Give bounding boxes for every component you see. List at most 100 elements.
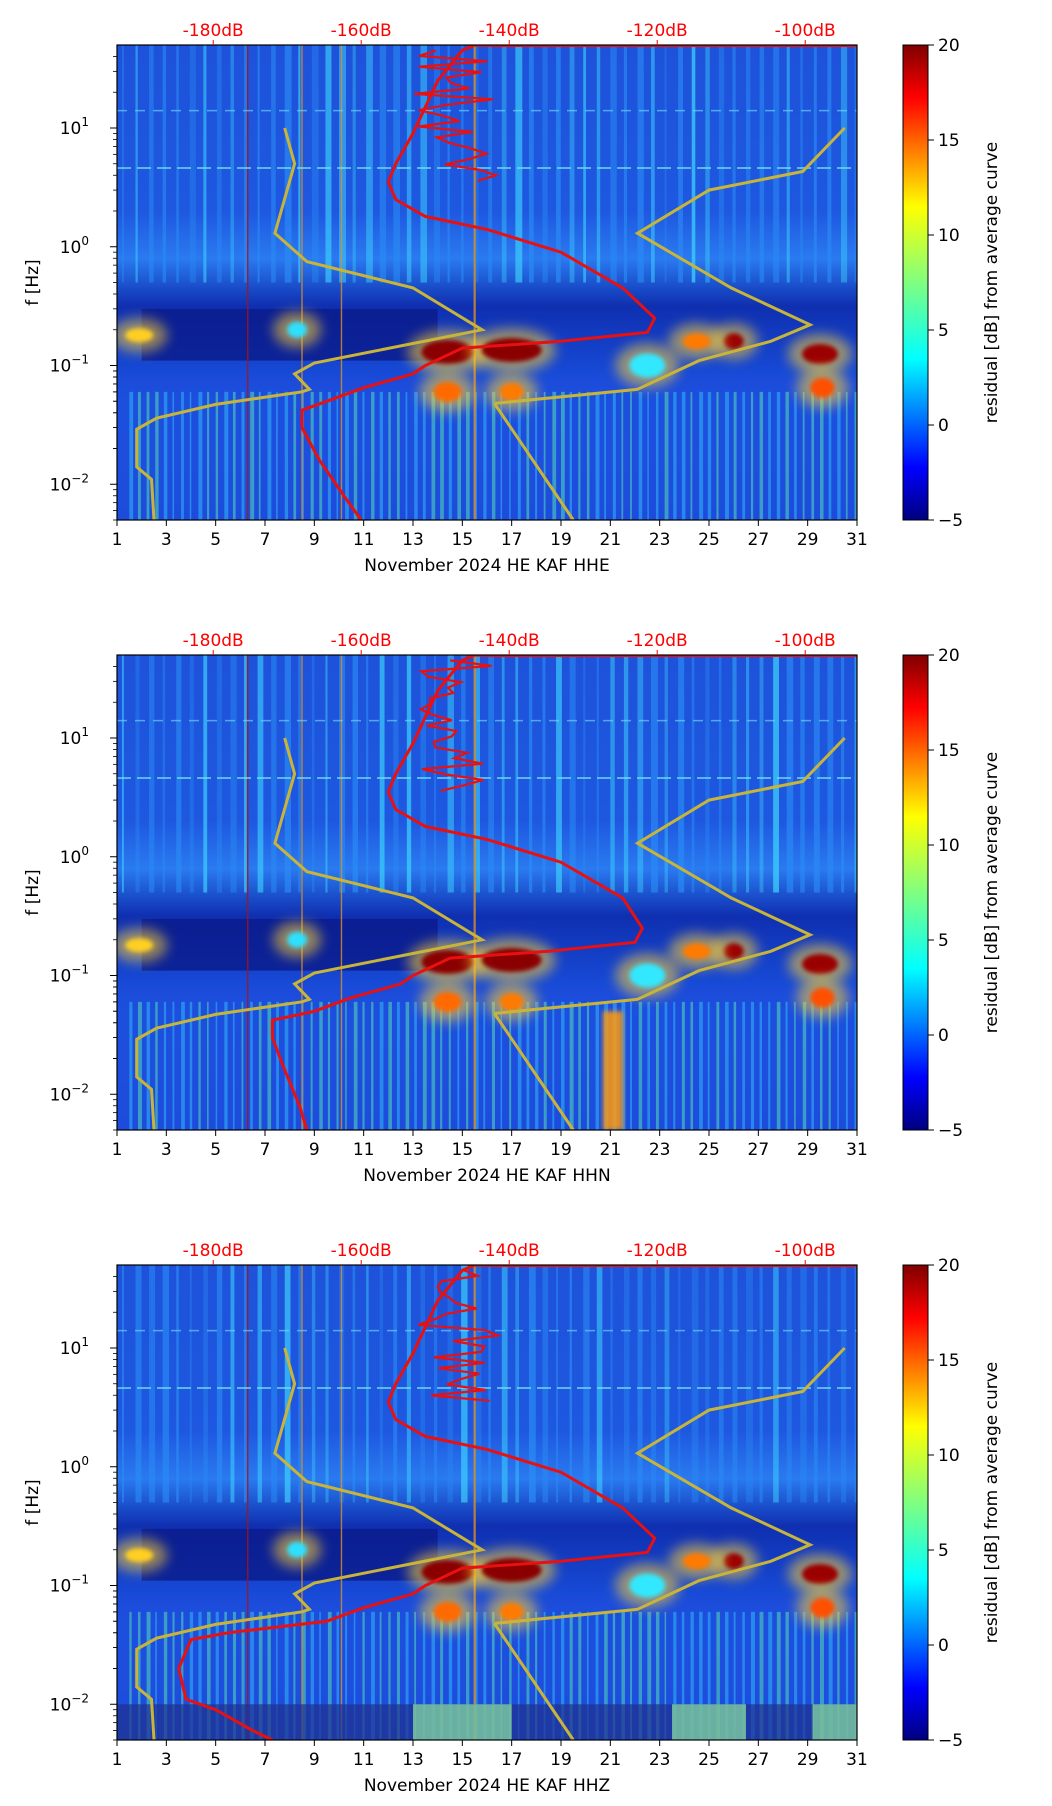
low-frequency-streak <box>638 1001 643 1130</box>
noise-streak <box>325 1265 329 1503</box>
x-tick-label: 9 <box>309 1140 320 1160</box>
low-frequency-streak <box>276 1611 278 1740</box>
x-tick-label: 15 <box>452 1140 474 1160</box>
low-frequency-streak <box>302 1611 306 1740</box>
noise-streak <box>691 655 695 893</box>
low-frequency-streak <box>146 1001 150 1130</box>
noise-streak <box>610 1265 613 1503</box>
colorbar-tick-label: 20 <box>938 1256 960 1276</box>
low-frequency-streak <box>837 1001 839 1130</box>
noise-streak <box>759 1265 763 1503</box>
low-frequency-streak <box>586 1611 589 1740</box>
noise-streak <box>474 45 479 283</box>
colorbar-tick-label: 10 <box>938 836 960 856</box>
low-frequency-streak <box>707 1001 710 1130</box>
noise-streak <box>515 655 519 893</box>
low-frequency-streak <box>621 1611 625 1740</box>
low-frequency-streak <box>431 1611 436 1740</box>
low-frequency-streak <box>586 1001 590 1130</box>
noise-streak <box>488 655 495 893</box>
low-frequency-streak <box>552 391 557 520</box>
noise-streak <box>759 45 765 283</box>
x-tick-label: 3 <box>161 1140 172 1160</box>
low-frequency-streak <box>155 1001 158 1130</box>
noise-streak <box>501 45 507 283</box>
noise-streak <box>800 45 803 283</box>
microseism-blob <box>723 1553 744 1570</box>
low-frequency-streak <box>768 1611 773 1740</box>
low-frequency-streak <box>414 1001 417 1130</box>
microseism-blob <box>682 943 711 960</box>
noise-streak <box>149 1265 156 1503</box>
low-frequency-streak <box>491 1001 496 1130</box>
noise-streak <box>149 655 155 893</box>
low-frequency-streak <box>129 391 134 520</box>
low-frequency-streak <box>509 1611 512 1740</box>
low-frequency-streak <box>647 1611 652 1740</box>
low-frequency-streak <box>690 1611 694 1740</box>
x-tick-label: 23 <box>649 1140 671 1160</box>
noise-streak <box>189 45 196 283</box>
low-frequency-streak <box>673 1001 676 1130</box>
low-frequency-streak <box>405 391 408 520</box>
low-frequency-streak <box>785 391 789 520</box>
noise-streak <box>637 655 644 893</box>
noise-streak <box>528 45 534 283</box>
noise-streak <box>596 45 601 283</box>
y-tick-label: 100 <box>60 1454 89 1478</box>
low-frequency-streak <box>759 1001 762 1130</box>
low-frequency-streak <box>854 1611 857 1740</box>
noise-streak <box>379 1265 384 1503</box>
low-frequency-streak <box>759 391 764 520</box>
noise-streak <box>298 1265 302 1503</box>
low-frequency-streak <box>655 1611 660 1740</box>
low-frequency-streak <box>776 391 781 520</box>
noise-streak <box>515 45 523 283</box>
noise-streak <box>352 1265 356 1503</box>
low-frequency-streak <box>768 1001 771 1130</box>
low-frequency-streak <box>578 391 581 520</box>
low-frequency-streak <box>146 391 150 520</box>
microseism-blob <box>723 333 744 350</box>
low-frequency-streak <box>586 391 590 520</box>
noise-streak <box>325 45 332 283</box>
low-frequency-streak <box>232 1001 235 1130</box>
noise-streak <box>691 1265 699 1503</box>
noise-streak <box>596 655 599 893</box>
low-frequency-streak <box>258 391 261 520</box>
microseism-blob <box>287 931 308 948</box>
low-frequency-streak <box>371 391 375 520</box>
low-frequency-streak <box>500 1001 503 1130</box>
low-frequency-streak <box>828 391 832 520</box>
low-frequency-streak <box>284 1611 289 1740</box>
x-tick-label: 23 <box>649 1750 671 1770</box>
noise-streak <box>203 45 207 283</box>
microseism-blob <box>481 1558 542 1583</box>
low-frequency-streak <box>491 1611 495 1740</box>
y-tick-base: 10 <box>60 848 82 868</box>
noise-streak <box>379 655 385 893</box>
db-tick-label: -140dB <box>479 1241 540 1261</box>
y-axis-label: f [Hz] <box>23 259 43 305</box>
low-frequency-streak <box>837 1611 840 1740</box>
x-tick-label: 31 <box>846 1750 868 1770</box>
db-tick-label: -180dB <box>183 631 244 651</box>
noise-streak <box>352 655 359 893</box>
low-frequency-streak <box>681 1001 685 1130</box>
x-tick-label: 3 <box>161 1750 172 1770</box>
low-frequency-streak <box>448 1001 451 1130</box>
bottom-band-bright <box>672 1704 746 1740</box>
microseism-blob <box>499 382 524 401</box>
low-frequency-streak <box>388 1611 391 1740</box>
x-tick-label: 9 <box>309 1750 320 1770</box>
noise-streak <box>447 655 454 893</box>
low-frequency-streak <box>673 1611 677 1740</box>
low-frequency-streak <box>716 1611 720 1740</box>
noise-streak <box>203 655 208 893</box>
low-frequency-streak <box>509 391 511 520</box>
noise-streak <box>474 655 480 893</box>
low-frequency-streak <box>759 1611 764 1740</box>
low-frequency-streak <box>517 1001 522 1130</box>
y-tick-exponent: 1 <box>81 725 89 739</box>
noise-streak <box>813 655 820 893</box>
